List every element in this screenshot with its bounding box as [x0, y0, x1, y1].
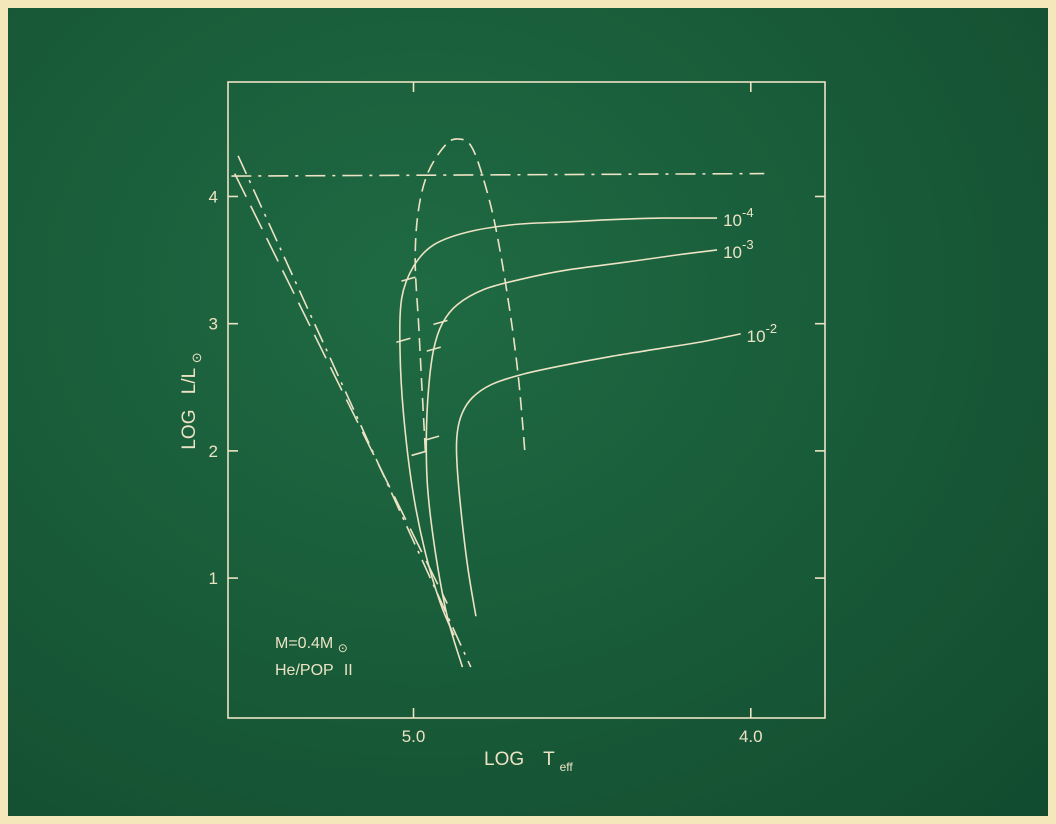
y-tick-label-3: 4	[209, 187, 218, 206]
y-tick-label-0: 1	[209, 569, 218, 588]
series-line-3	[414, 138, 526, 451]
series-label-0: 10-4	[723, 205, 753, 230]
series-group: 10-410-310-2	[231, 138, 777, 668]
y-axis-label-ratio: L/L	[179, 368, 200, 394]
series-label-base-1: 10	[723, 243, 742, 262]
y-axis: 1 2 3 4	[209, 187, 825, 588]
series-0-marker-2	[411, 450, 426, 457]
series-label-base-0: 10	[723, 211, 742, 230]
y-tick-label-1: 2	[209, 442, 218, 461]
annotation-composition-text: He/POP	[275, 662, 333, 679]
series-label-2: 10-2	[747, 321, 777, 346]
plot-frame	[227, 81, 826, 719]
series-0-marker-1	[396, 337, 411, 343]
y-axis-label-subscript: ⊙	[189, 352, 204, 363]
x-tick-label-0: 5.0	[402, 727, 426, 746]
x-tick-label-1: 4.0	[739, 727, 763, 746]
x-axis-label-subscript: eff	[560, 760, 574, 774]
series-label-exponent-1: -3	[742, 237, 754, 252]
series-line-0	[399, 217, 718, 636]
annotation-composition: He/POP II	[275, 662, 353, 679]
x-axis-label-main: LOG	[484, 749, 524, 770]
series-1-marker-0	[433, 319, 448, 326]
series-0-marker-0	[401, 276, 416, 282]
series-line-4	[237, 155, 472, 668]
series-1-marker-1	[426, 346, 441, 352]
annotation-mass-text: M=0.4M	[275, 635, 333, 652]
series-line-6	[231, 172, 765, 177]
y-axis-label: LOG L/L ⊙	[179, 352, 204, 449]
series-label-1: 10-3	[723, 237, 753, 262]
series-label-exponent-0: -4	[742, 205, 754, 220]
x-axis-label-symbol: T	[543, 749, 555, 770]
series-label-base-2: 10	[747, 327, 766, 346]
x-axis-label: LOG T eff	[484, 749, 573, 774]
y-axis-label-main: LOG	[179, 410, 200, 450]
series-1-marker-2	[424, 435, 440, 441]
y-tick-label-2: 3	[209, 315, 218, 334]
series-line-5	[233, 173, 448, 604]
series-line-1	[425, 249, 718, 668]
series-line-2	[455, 333, 741, 617]
series-label-exponent-2: -2	[766, 321, 778, 336]
annotation-mass-symbol: ⊙	[338, 641, 348, 655]
annotation-mass: M=0.4M ⊙	[275, 635, 348, 655]
x-axis: 5.0 4.0	[402, 82, 763, 746]
annotation-composition-roman: II	[344, 662, 353, 679]
